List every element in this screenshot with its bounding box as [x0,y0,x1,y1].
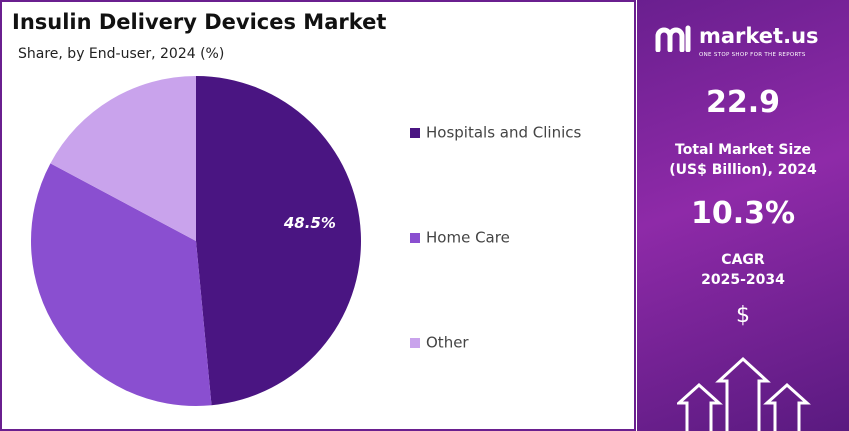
pie-slice [30,163,212,406]
brand-tagline: ONE STOP SHOP FOR THE REPORTS [699,52,806,58]
brand-name: market.us [699,24,819,48]
legend-label: Home Care [426,229,510,247]
brand: market.us ONE STOP SHOP FOR THE REPORTS [655,22,835,62]
label-line: 2025-2034 [701,272,785,288]
chart-title: Insulin Delivery Devices Market [12,10,386,34]
pie-slice [196,76,361,406]
cagr: 10.3% [690,196,796,231]
label-line: CAGR [721,252,765,268]
legend-swatch [410,338,420,348]
cagr-label: CAGR 2025-2034 [637,250,849,290]
label-line: Total Market Size [675,142,811,158]
chart: Insulin Delivery Devices Market Share, b… [0,0,636,431]
side-panel: market.us ONE STOP SHOP FOR THE REPORTS … [637,0,849,431]
legend-swatch [410,233,420,243]
brand-logo [655,25,691,52]
data-label: 48.5% [283,214,336,232]
legend-label: Other [426,334,469,352]
label-line: (US$ Billion), 2024 [669,162,817,178]
market-size: 22.9 [705,85,781,120]
chart-subtitle: Share, by End-user, 2024 (%) [18,46,224,62]
arrows-decoration [677,356,811,431]
market-size-label: Total Market Size (US$ Billion), 2024 [637,140,849,180]
legend-label: Hospitals and Clinics [426,124,582,142]
currency-icon: $ [736,303,750,328]
legend-swatch [410,128,420,138]
pie-slice [50,76,196,241]
